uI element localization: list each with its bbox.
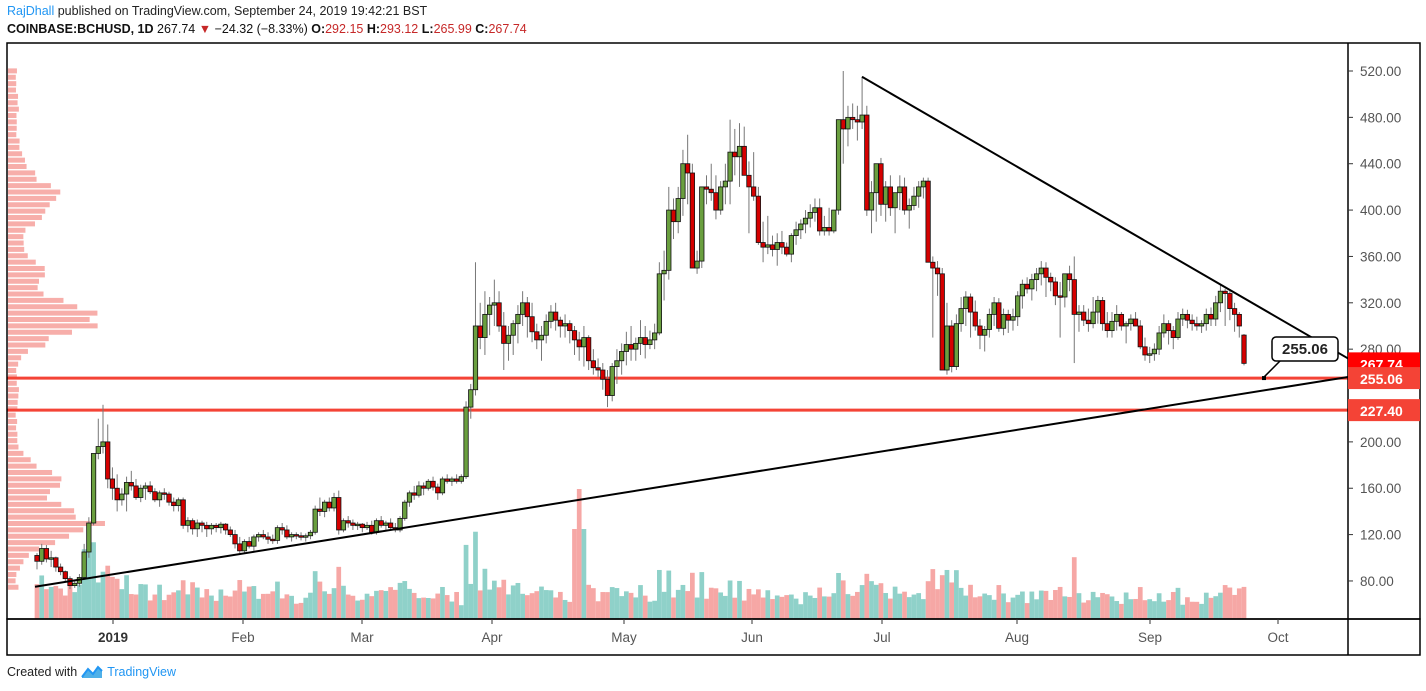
descending-resistance-trendline[interactable] bbox=[861, 75, 1349, 360]
price-tick-label: 80.00 bbox=[1360, 574, 1394, 589]
published-text: published on TradingView.com, September … bbox=[57, 4, 428, 18]
tradingview-brand-link[interactable]: TradingView bbox=[107, 665, 176, 679]
volume-profile bbox=[8, 68, 105, 590]
time-tick-label: May bbox=[611, 630, 637, 645]
price-axis[interactable]: 520.00480.00440.00400.00360.00320.00280.… bbox=[1348, 64, 1420, 589]
open-value: 292.15 bbox=[325, 22, 364, 36]
time-tick-label: Feb bbox=[231, 630, 254, 645]
time-axis-frame bbox=[6, 618, 1421, 656]
open-label: O: bbox=[311, 22, 326, 36]
chart-frame bbox=[6, 42, 1421, 620]
callout-box[interactable] bbox=[1271, 336, 1339, 362]
symbol-label: COINBASE:BCHUSD, 1D bbox=[7, 22, 154, 36]
publish-info: RajDhall published on TradingView.com, S… bbox=[7, 4, 427, 18]
high-label: H: bbox=[366, 22, 381, 36]
price-tag-label: 255.06 bbox=[1360, 371, 1403, 387]
price-tick-label: 440.00 bbox=[1360, 157, 1401, 172]
time-tick-label: Sep bbox=[1138, 630, 1162, 645]
ascending-support-trendline[interactable] bbox=[34, 375, 1349, 588]
down-arrow-icon: ▼ bbox=[198, 22, 212, 36]
price-tag-label: 227.40 bbox=[1360, 403, 1403, 419]
time-tick-label: Mar bbox=[350, 630, 374, 645]
footer: Created with TradingView bbox=[7, 665, 176, 679]
time-tick-label: 2019 bbox=[98, 630, 128, 645]
low-label: L: bbox=[421, 22, 434, 36]
close-label: C: bbox=[475, 22, 489, 36]
callout-label: 255.06 bbox=[1282, 341, 1328, 358]
time-tick-label: Apr bbox=[481, 630, 503, 645]
price-tick-label: 480.00 bbox=[1360, 110, 1401, 125]
time-tick-label: Jun bbox=[741, 630, 763, 645]
price-tick-label: 360.00 bbox=[1360, 249, 1401, 264]
price-tick-label: 320.00 bbox=[1360, 296, 1401, 311]
time-tick-label: Aug bbox=[1005, 630, 1029, 645]
high-value: 293.12 bbox=[380, 22, 419, 36]
last-price: 267.74 bbox=[157, 22, 196, 36]
close-value: 267.74 bbox=[488, 22, 527, 36]
created-with-text: Created with bbox=[7, 665, 78, 679]
price-tick-label: 160.00 bbox=[1360, 481, 1401, 496]
volume-bars bbox=[34, 489, 1247, 619]
low-value: 265.99 bbox=[433, 22, 472, 36]
time-tick-label: Oct bbox=[1267, 630, 1288, 645]
price-callout[interactable]: 255.06 bbox=[1262, 336, 1339, 381]
price-change: −24.32 (−8.33%) bbox=[214, 22, 308, 36]
time-tick-label: Jul bbox=[873, 630, 890, 645]
tradingview-logo-icon bbox=[81, 665, 103, 678]
symbol-info: COINBASE:BCHUSD, 1D 267.74 ▼ −24.32 (−8.… bbox=[7, 22, 527, 36]
author-link[interactable]: RajDhall bbox=[7, 4, 55, 18]
candlesticks bbox=[34, 71, 1247, 590]
trendlines[interactable] bbox=[34, 75, 1349, 588]
price-tick-label: 120.00 bbox=[1360, 528, 1401, 543]
price-tick-label: 400.00 bbox=[1360, 203, 1401, 218]
price-tick-label: 520.00 bbox=[1360, 64, 1401, 79]
horizontal-levels[interactable] bbox=[7, 376, 1348, 412]
price-tick-label: 200.00 bbox=[1360, 435, 1401, 450]
price-tag bbox=[1348, 367, 1420, 390]
time-axis[interactable]: 2019 Feb Mar Apr May Jun Jul Aug Sep Oct bbox=[98, 619, 1289, 645]
price-tag bbox=[1348, 399, 1420, 422]
